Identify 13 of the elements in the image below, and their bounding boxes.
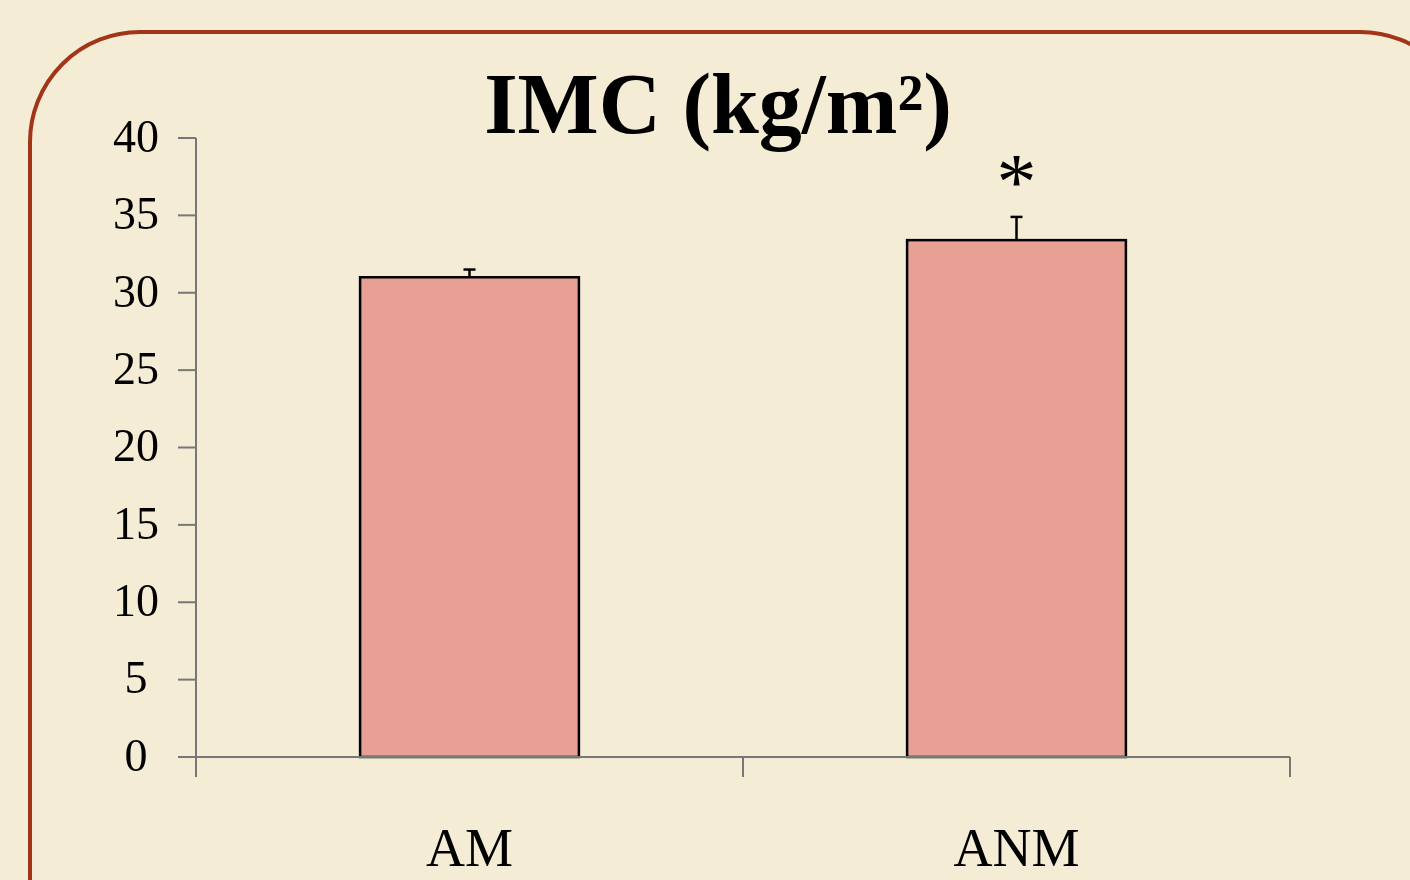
y-tick-label: 30 — [113, 265, 159, 317]
x-tick-label: ANM — [953, 818, 1080, 878]
y-tick-label: 10 — [113, 575, 159, 627]
annotation: * — [996, 137, 1037, 226]
y-tick-label: 0 — [124, 729, 148, 781]
y-tick-label: 35 — [113, 188, 159, 240]
y-tick-label: 40 — [113, 110, 159, 162]
chart-title: IMC (kg/m²) — [484, 56, 952, 152]
y-tick-label: 25 — [113, 342, 159, 394]
x-tick-label: AM — [425, 818, 514, 878]
y-tick-label: 15 — [113, 497, 159, 549]
y-tick-label: 20 — [113, 420, 159, 472]
y-tick-label: 5 — [124, 652, 148, 704]
